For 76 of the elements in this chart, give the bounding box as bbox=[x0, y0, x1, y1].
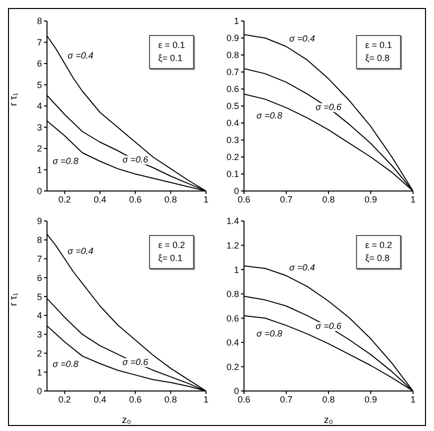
y-tick-label: 7 bbox=[36, 37, 42, 48]
annotation: ξ= 0.8 bbox=[365, 252, 391, 265]
annotation: ε = 0.2 bbox=[158, 239, 185, 252]
y-tick-label: 2 bbox=[36, 144, 42, 154]
x-tick-label: 1 bbox=[410, 394, 416, 404]
series-label: σ =0.8 bbox=[256, 328, 282, 338]
y-tick-label: 1.4 bbox=[226, 216, 239, 226]
x-tick-label: 1 bbox=[203, 194, 209, 204]
x-tick-label: 0.8 bbox=[164, 394, 177, 404]
y-tick-label: 0.2 bbox=[226, 152, 239, 162]
y-tick-label: 0.8 bbox=[226, 289, 239, 300]
x-tick-label: 0.2 bbox=[58, 194, 71, 204]
y-tick-label: 1 bbox=[234, 16, 239, 26]
annotation: ξ= 0.8 bbox=[365, 52, 391, 65]
annotation: ε = 0.1 bbox=[158, 39, 185, 52]
y-tick-label: 0 bbox=[234, 386, 239, 396]
annotation: ξ= 0.1 bbox=[158, 252, 184, 265]
x-tick-label: 0.8 bbox=[322, 394, 335, 404]
y-tick-label: 0.4 bbox=[226, 118, 239, 128]
y-tick-label: 9 bbox=[36, 216, 42, 226]
x-tick-label: 0.6 bbox=[129, 194, 142, 204]
y-tick-label: 1 bbox=[234, 264, 239, 275]
y-tick-label: 6 bbox=[36, 58, 42, 69]
y-tick-label: 0.2 bbox=[226, 362, 239, 372]
x-tick-label: 0.8 bbox=[164, 194, 177, 204]
y-tick-label: 0 bbox=[36, 186, 42, 196]
y-tick-label: 7 bbox=[36, 254, 42, 264]
y-tick-label: 6 bbox=[36, 272, 42, 283]
y-tick-label: 1.2 bbox=[226, 240, 239, 250]
y-tick-label: 0.5 bbox=[226, 101, 239, 112]
annotation: ε = 0.2 bbox=[365, 239, 392, 252]
x-tick-label: 0.9 bbox=[364, 394, 378, 404]
y-tick-label: 1 bbox=[36, 367, 42, 378]
y-tick-label: 4 bbox=[36, 101, 42, 112]
y-tick-label: 0.3 bbox=[226, 135, 239, 146]
x-axis-title: z₀ bbox=[122, 415, 132, 426]
x-tick-label: 1 bbox=[410, 194, 416, 204]
series-label: σ =0.8 bbox=[256, 110, 282, 121]
x-tick-label: 0.6 bbox=[129, 394, 142, 404]
series-label: σ =0.4 bbox=[68, 50, 94, 60]
y-tick-label: 3 bbox=[36, 122, 42, 132]
y-axis-title: r τ₁ bbox=[8, 92, 20, 106]
x-tick-label: 1 bbox=[203, 394, 209, 404]
y-tick-label: 0 bbox=[234, 186, 239, 196]
x-tick-label: 0.7 bbox=[280, 394, 293, 404]
series-label: σ =0.8 bbox=[52, 359, 78, 370]
y-tick-label: 0.1 bbox=[226, 169, 239, 180]
y-tick-label: 5 bbox=[36, 292, 42, 302]
series-label: σ =0.4 bbox=[289, 262, 315, 273]
y-tick-label: 0.4 bbox=[226, 338, 239, 348]
series-label: σ =0.4 bbox=[68, 246, 94, 256]
x-tick-label: 0.2 bbox=[58, 394, 71, 404]
y-tick-label: 0.7 bbox=[226, 67, 239, 78]
x-axis-title: z₀ bbox=[324, 415, 334, 426]
y-tick-label: 2 bbox=[36, 348, 42, 358]
y-tick-label: 1 bbox=[36, 164, 42, 175]
y-tick-label: 8 bbox=[36, 16, 42, 26]
y-axis-title: r τ₁ bbox=[8, 292, 20, 306]
annotation: ε = 0.1 bbox=[365, 39, 392, 52]
y-tick-label: 0.6 bbox=[226, 84, 239, 94]
y-tick-label: 0.8 bbox=[226, 50, 239, 60]
y-tick-label: 0.6 bbox=[226, 313, 239, 324]
x-tick-label: 0.7 bbox=[280, 194, 293, 204]
series-label: σ =0.4 bbox=[289, 34, 315, 44]
y-tick-label: 0 bbox=[36, 386, 42, 396]
x-tick-label: 0.9 bbox=[364, 194, 378, 204]
x-tick-label: 0.4 bbox=[94, 194, 106, 204]
series-label: σ =0.8 bbox=[52, 156, 78, 166]
y-tick-label: 3 bbox=[36, 330, 42, 340]
y-tick-label: 5 bbox=[36, 80, 42, 90]
y-tick-label: 4 bbox=[36, 310, 42, 321]
x-tick-label: 0.8 bbox=[322, 194, 335, 204]
y-tick-label: 0.9 bbox=[226, 33, 239, 44]
x-tick-label: 0.4 bbox=[94, 394, 106, 404]
annotation: ξ= 0.1 bbox=[158, 52, 184, 65]
y-tick-label: 8 bbox=[36, 235, 42, 246]
